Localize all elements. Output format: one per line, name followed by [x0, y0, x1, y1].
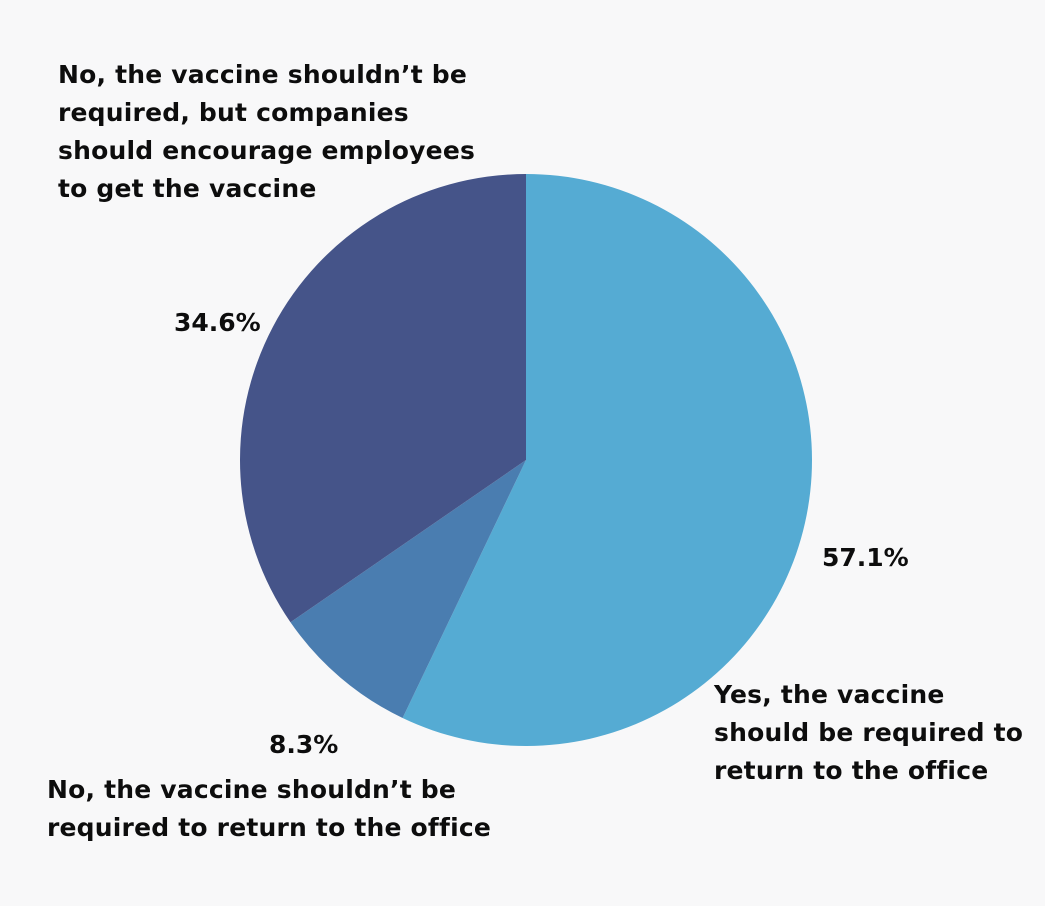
label-line: required, but companies [58, 98, 409, 127]
label-line: should be required to [714, 718, 1024, 747]
label-line: should encourage employees [58, 136, 476, 165]
slice-no-required [290, 460, 526, 719]
category-label-no-required: No, the vaccine shouldn’t be required to… [47, 771, 491, 847]
percent-label-yes-required: 57.1% [822, 543, 909, 572]
label-line: No, the vaccine shouldn’t be [58, 60, 468, 89]
category-label-yes-required: Yes, the vaccine should be required to r… [714, 676, 1023, 790]
percent-label-no-required: 8.3% [269, 730, 339, 759]
label-line: to get the vaccine [58, 174, 317, 203]
percent-label-no-but-encourage: 34.6% [174, 308, 261, 337]
label-line: Yes, the vaccine [714, 680, 945, 709]
slice-yes-required [402, 174, 812, 747]
label-line: required to return to the office [47, 813, 492, 842]
label-line: No, the vaccine shouldn’t be [47, 775, 457, 804]
slice-no-but-encourage [239, 173, 527, 623]
category-label-no-but-encourage: No, the vaccine shouldn’t be required, b… [58, 56, 475, 208]
label-line: return to the office [714, 756, 989, 785]
